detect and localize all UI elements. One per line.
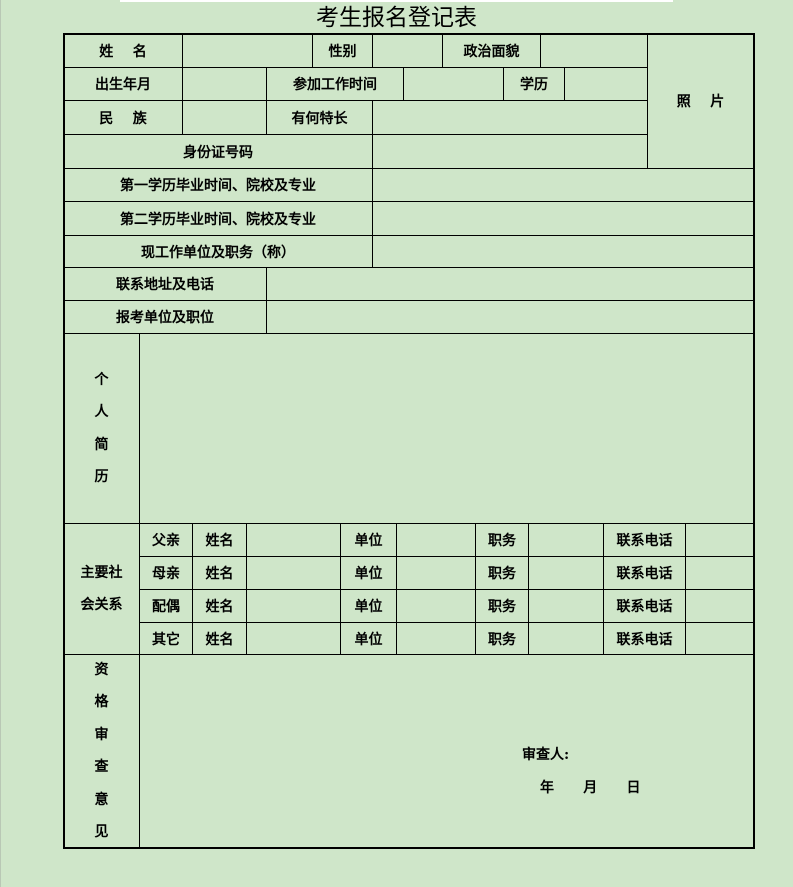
- resume-label: 个人简历: [64, 334, 140, 524]
- current-job-label: 现工作单位及职务（称）: [64, 236, 373, 268]
- family-label: 主要社 会关系: [64, 524, 140, 655]
- family-name_field[interactable]: [247, 623, 341, 655]
- education-field[interactable]: [565, 68, 648, 101]
- family-phone_label: 联系电话: [604, 524, 686, 557]
- family-unit_label: 单位: [341, 524, 397, 557]
- family-name_field[interactable]: [247, 557, 341, 590]
- family-phone_field[interactable]: [686, 524, 754, 557]
- edu2-field[interactable]: [373, 202, 754, 236]
- family-unit_label: 单位: [341, 557, 397, 590]
- political-field[interactable]: [541, 34, 648, 68]
- family-name_label: 姓名: [193, 623, 247, 655]
- edu1-label: 第一学历毕业时间、院校及专业: [64, 169, 373, 202]
- form-title: 考生报名登记表: [316, 5, 477, 31]
- review-label-char: 见: [94, 824, 109, 840]
- family-relation: 父亲: [140, 524, 193, 557]
- apply-field[interactable]: [267, 301, 754, 334]
- family-phone_label: 联系电话: [604, 590, 686, 623]
- family-phone_label: 联系电话: [604, 623, 686, 655]
- resume-label-char: 人: [94, 404, 109, 420]
- family-position_field[interactable]: [529, 557, 604, 590]
- family-position_label: 职务: [476, 524, 529, 557]
- specialty-label: 有何特长: [267, 101, 373, 135]
- photo-area: 照 片: [648, 34, 754, 169]
- family-phone_field[interactable]: [686, 590, 754, 623]
- family-phone_field[interactable]: [686, 557, 754, 590]
- id-label: 身份证号码: [64, 135, 373, 169]
- review-date-label: 年 月 日: [540, 780, 641, 796]
- edu2-label: 第二学历毕业时间、院校及专业: [64, 202, 373, 236]
- specialty-field[interactable]: [373, 101, 648, 135]
- family-name_label: 姓名: [193, 557, 247, 590]
- family-phone_field[interactable]: [686, 623, 754, 655]
- window-edge: [0, 0, 1, 887]
- family-name_field[interactable]: [247, 590, 341, 623]
- family-unit_label: 单位: [341, 623, 397, 655]
- family-relation: 其它: [140, 623, 193, 655]
- family-position_field[interactable]: [529, 590, 604, 623]
- review-label-char: 格: [94, 694, 109, 710]
- resume-field[interactable]: [140, 334, 754, 524]
- name-label: 姓 名: [64, 34, 183, 68]
- review-label-char: 审: [94, 726, 109, 743]
- work-start-field[interactable]: [404, 68, 504, 101]
- contact-field[interactable]: [267, 268, 754, 301]
- family-unit_field[interactable]: [397, 557, 476, 590]
- apply-label: 报考单位及职位: [64, 301, 267, 334]
- reviewer-label: 审查人:: [522, 747, 570, 763]
- top-strip: [120, 0, 673, 2]
- gender-label: 性别: [313, 34, 373, 68]
- family-unit_field[interactable]: [397, 524, 476, 557]
- ethnicity-label: 民 族: [64, 101, 183, 135]
- name-field[interactable]: [183, 34, 313, 68]
- resume-label-char: 简: [94, 436, 109, 453]
- resume-label-char: 历: [94, 469, 109, 485]
- birth-field[interactable]: [183, 68, 267, 101]
- family-label-char: 主要社: [80, 564, 123, 581]
- resume-label-char: 个: [94, 371, 109, 388]
- birth-label: 出生年月: [64, 68, 183, 101]
- family-position_label: 职务: [476, 590, 529, 623]
- family-unit_label: 单位: [341, 590, 397, 623]
- ethnicity-field[interactable]: [183, 101, 267, 135]
- contact-label: 联系地址及电话: [64, 268, 267, 301]
- id-field[interactable]: [373, 135, 648, 169]
- review-label-char: 查: [94, 759, 109, 775]
- family-name_label: 姓名: [193, 590, 247, 623]
- family-relation: 母亲: [140, 557, 193, 590]
- political-label: 政治面貌: [443, 34, 541, 68]
- work-start-label: 参加工作时间: [267, 68, 404, 101]
- family-phone_label: 联系电话: [604, 557, 686, 590]
- family-position_field[interactable]: [529, 524, 604, 557]
- edu1-field[interactable]: [373, 169, 754, 202]
- family-unit_field[interactable]: [397, 623, 476, 655]
- review-label-char: 意: [94, 791, 109, 808]
- family-unit_field[interactable]: [397, 590, 476, 623]
- review-label-char: 资: [94, 661, 109, 678]
- review-label: 资格审查意见: [64, 655, 140, 848]
- family-position_label: 职务: [476, 557, 529, 590]
- family-relation: 配偶: [140, 590, 193, 623]
- family-name_field[interactable]: [247, 524, 341, 557]
- family-position_field[interactable]: [529, 623, 604, 655]
- education-label: 学历: [504, 68, 565, 101]
- family-position_label: 职务: [476, 623, 529, 655]
- family-name_label: 姓名: [193, 524, 247, 557]
- family-label-char: 会关系: [80, 597, 123, 613]
- current-job-field[interactable]: [373, 236, 754, 268]
- gender-field[interactable]: [373, 34, 443, 68]
- registration-form: 姓 名 性别 政治面貌 照 片 出生年月 参加工作时间 学历民 族 有何特长 身份证号码 第一学历…: [64, 34, 754, 848]
- review-field[interactable]: [140, 655, 754, 848]
